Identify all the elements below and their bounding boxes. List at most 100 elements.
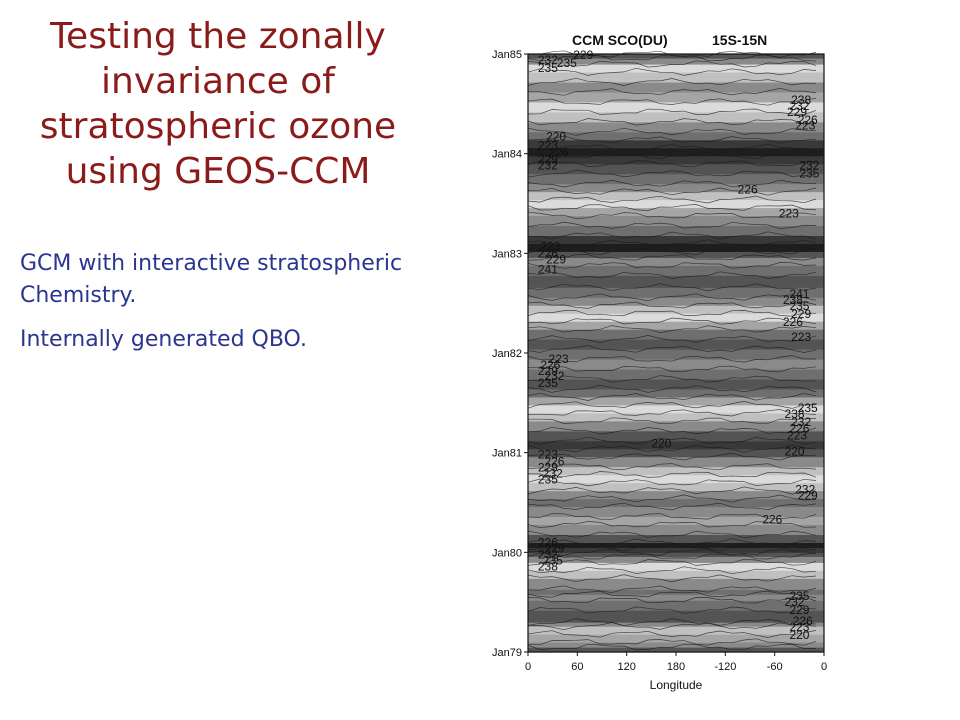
contour-label: 235: [538, 376, 558, 390]
y-tick-label: Jan85: [492, 49, 522, 61]
heatmap-band: [528, 225, 824, 236]
contour-line: [527, 548, 817, 556]
contour-line: [527, 135, 817, 144]
heatmap-band: [528, 456, 824, 468]
contour-line: [527, 239, 817, 248]
contour-label: 229: [789, 603, 809, 617]
heatmap-band: [528, 534, 824, 543]
contour-line: [527, 543, 817, 552]
contour-line: [527, 127, 817, 136]
heatmap-band: [528, 490, 824, 500]
contour-label: 223: [795, 119, 815, 133]
contour-label: 226: [544, 455, 564, 469]
heatmap-band: [528, 634, 824, 643]
heatmap-band: [528, 589, 824, 595]
heatmap-band: [528, 131, 824, 141]
contour-label: 220: [789, 628, 809, 642]
heatmap-band: [528, 556, 824, 563]
x-tick-label: -60: [767, 661, 783, 673]
contour-label: 223: [789, 620, 809, 634]
contour-line: [527, 317, 817, 325]
contour-line: [527, 271, 817, 279]
contour-line: [527, 486, 817, 495]
contour-line: [527, 211, 817, 219]
heatmap-band: [528, 147, 824, 157]
contour-line: [527, 558, 817, 566]
contour-label: 229: [538, 153, 558, 167]
contour-line: [527, 335, 817, 344]
contour-line: [527, 60, 817, 68]
heatmap-band: [528, 305, 824, 314]
contour-label: 226: [538, 535, 558, 549]
contour-lines: [527, 50, 817, 651]
heatmap-band: [528, 570, 824, 579]
contour-label: 235: [789, 299, 809, 313]
heatmap-band: [528, 562, 824, 571]
contour-label: 238: [791, 93, 811, 107]
contour-label: 229: [787, 105, 807, 119]
contour-label: 232: [543, 467, 563, 481]
contour-line: [527, 590, 817, 598]
contour-label: 226: [549, 146, 569, 160]
contour-line: [527, 417, 817, 425]
heatmap-band: [528, 600, 824, 611]
x-tick-label: 180: [667, 661, 685, 673]
heatmap-band: [528, 173, 824, 185]
contour-line: [527, 283, 817, 292]
heatmap-band: [528, 297, 824, 306]
heatmap-band: [528, 466, 824, 476]
heatmap-band: [528, 642, 824, 648]
contour-label: 226: [789, 422, 809, 436]
contour-label: 223: [549, 352, 569, 366]
contour-line: [527, 521, 817, 529]
heatmap-band: [528, 498, 824, 508]
contour-line: [527, 169, 817, 178]
contour-line: [527, 262, 817, 269]
y-tick-label: Jan82: [492, 348, 522, 360]
contour-line: [527, 478, 817, 487]
contour-label: 220: [785, 445, 805, 459]
contour-label: 241: [789, 287, 809, 301]
contour-labels: 2292322352352382322292262232202232262292…: [538, 48, 820, 642]
contour-line: [527, 502, 817, 511]
heatmap-band: [528, 57, 824, 65]
heatmap-band: [528, 81, 824, 93]
heatmap-band: [528, 101, 824, 113]
heatmap-band: [528, 474, 824, 484]
heatmap-band: [528, 482, 824, 492]
contour-line: [527, 67, 817, 76]
heatmap-band: [528, 215, 824, 227]
contour-line: [527, 345, 817, 353]
heatmap-band: [528, 404, 824, 414]
contour-line: [527, 118, 817, 126]
heatmap-band: [528, 329, 824, 340]
contour-line: [527, 530, 817, 539]
contour-label: 238: [538, 559, 558, 573]
contour-line: [527, 463, 817, 471]
contour-line: [527, 392, 817, 401]
contour-label: 226: [738, 183, 758, 197]
heatmap-band: [528, 191, 824, 201]
y-tick-label: Jan83: [492, 248, 522, 260]
heatmap-band: [528, 626, 824, 635]
heatmap-band: [528, 396, 824, 406]
contour-line: [527, 254, 817, 261]
contour-line: [527, 436, 817, 445]
contour-line: [527, 596, 817, 604]
contour-line: [527, 152, 817, 160]
contour-label: 223: [787, 429, 807, 443]
contour-line: [527, 143, 817, 152]
contour-line: [527, 513, 817, 520]
heatmap-band: [528, 358, 824, 370]
contour-label: 235: [557, 56, 577, 70]
contour-line: [527, 355, 816, 363]
contour-line: [527, 630, 817, 638]
contour-label: 235: [538, 61, 558, 75]
contour-label: 235: [538, 473, 558, 487]
contour-label: 232: [789, 99, 809, 113]
bullet-internal-qbo: Internally generated QBO.: [20, 327, 307, 352]
contour-line: [527, 247, 817, 256]
heatmap-band: [528, 506, 824, 518]
contour-line: [527, 426, 817, 435]
x-axis-label: Longitude: [650, 678, 703, 692]
